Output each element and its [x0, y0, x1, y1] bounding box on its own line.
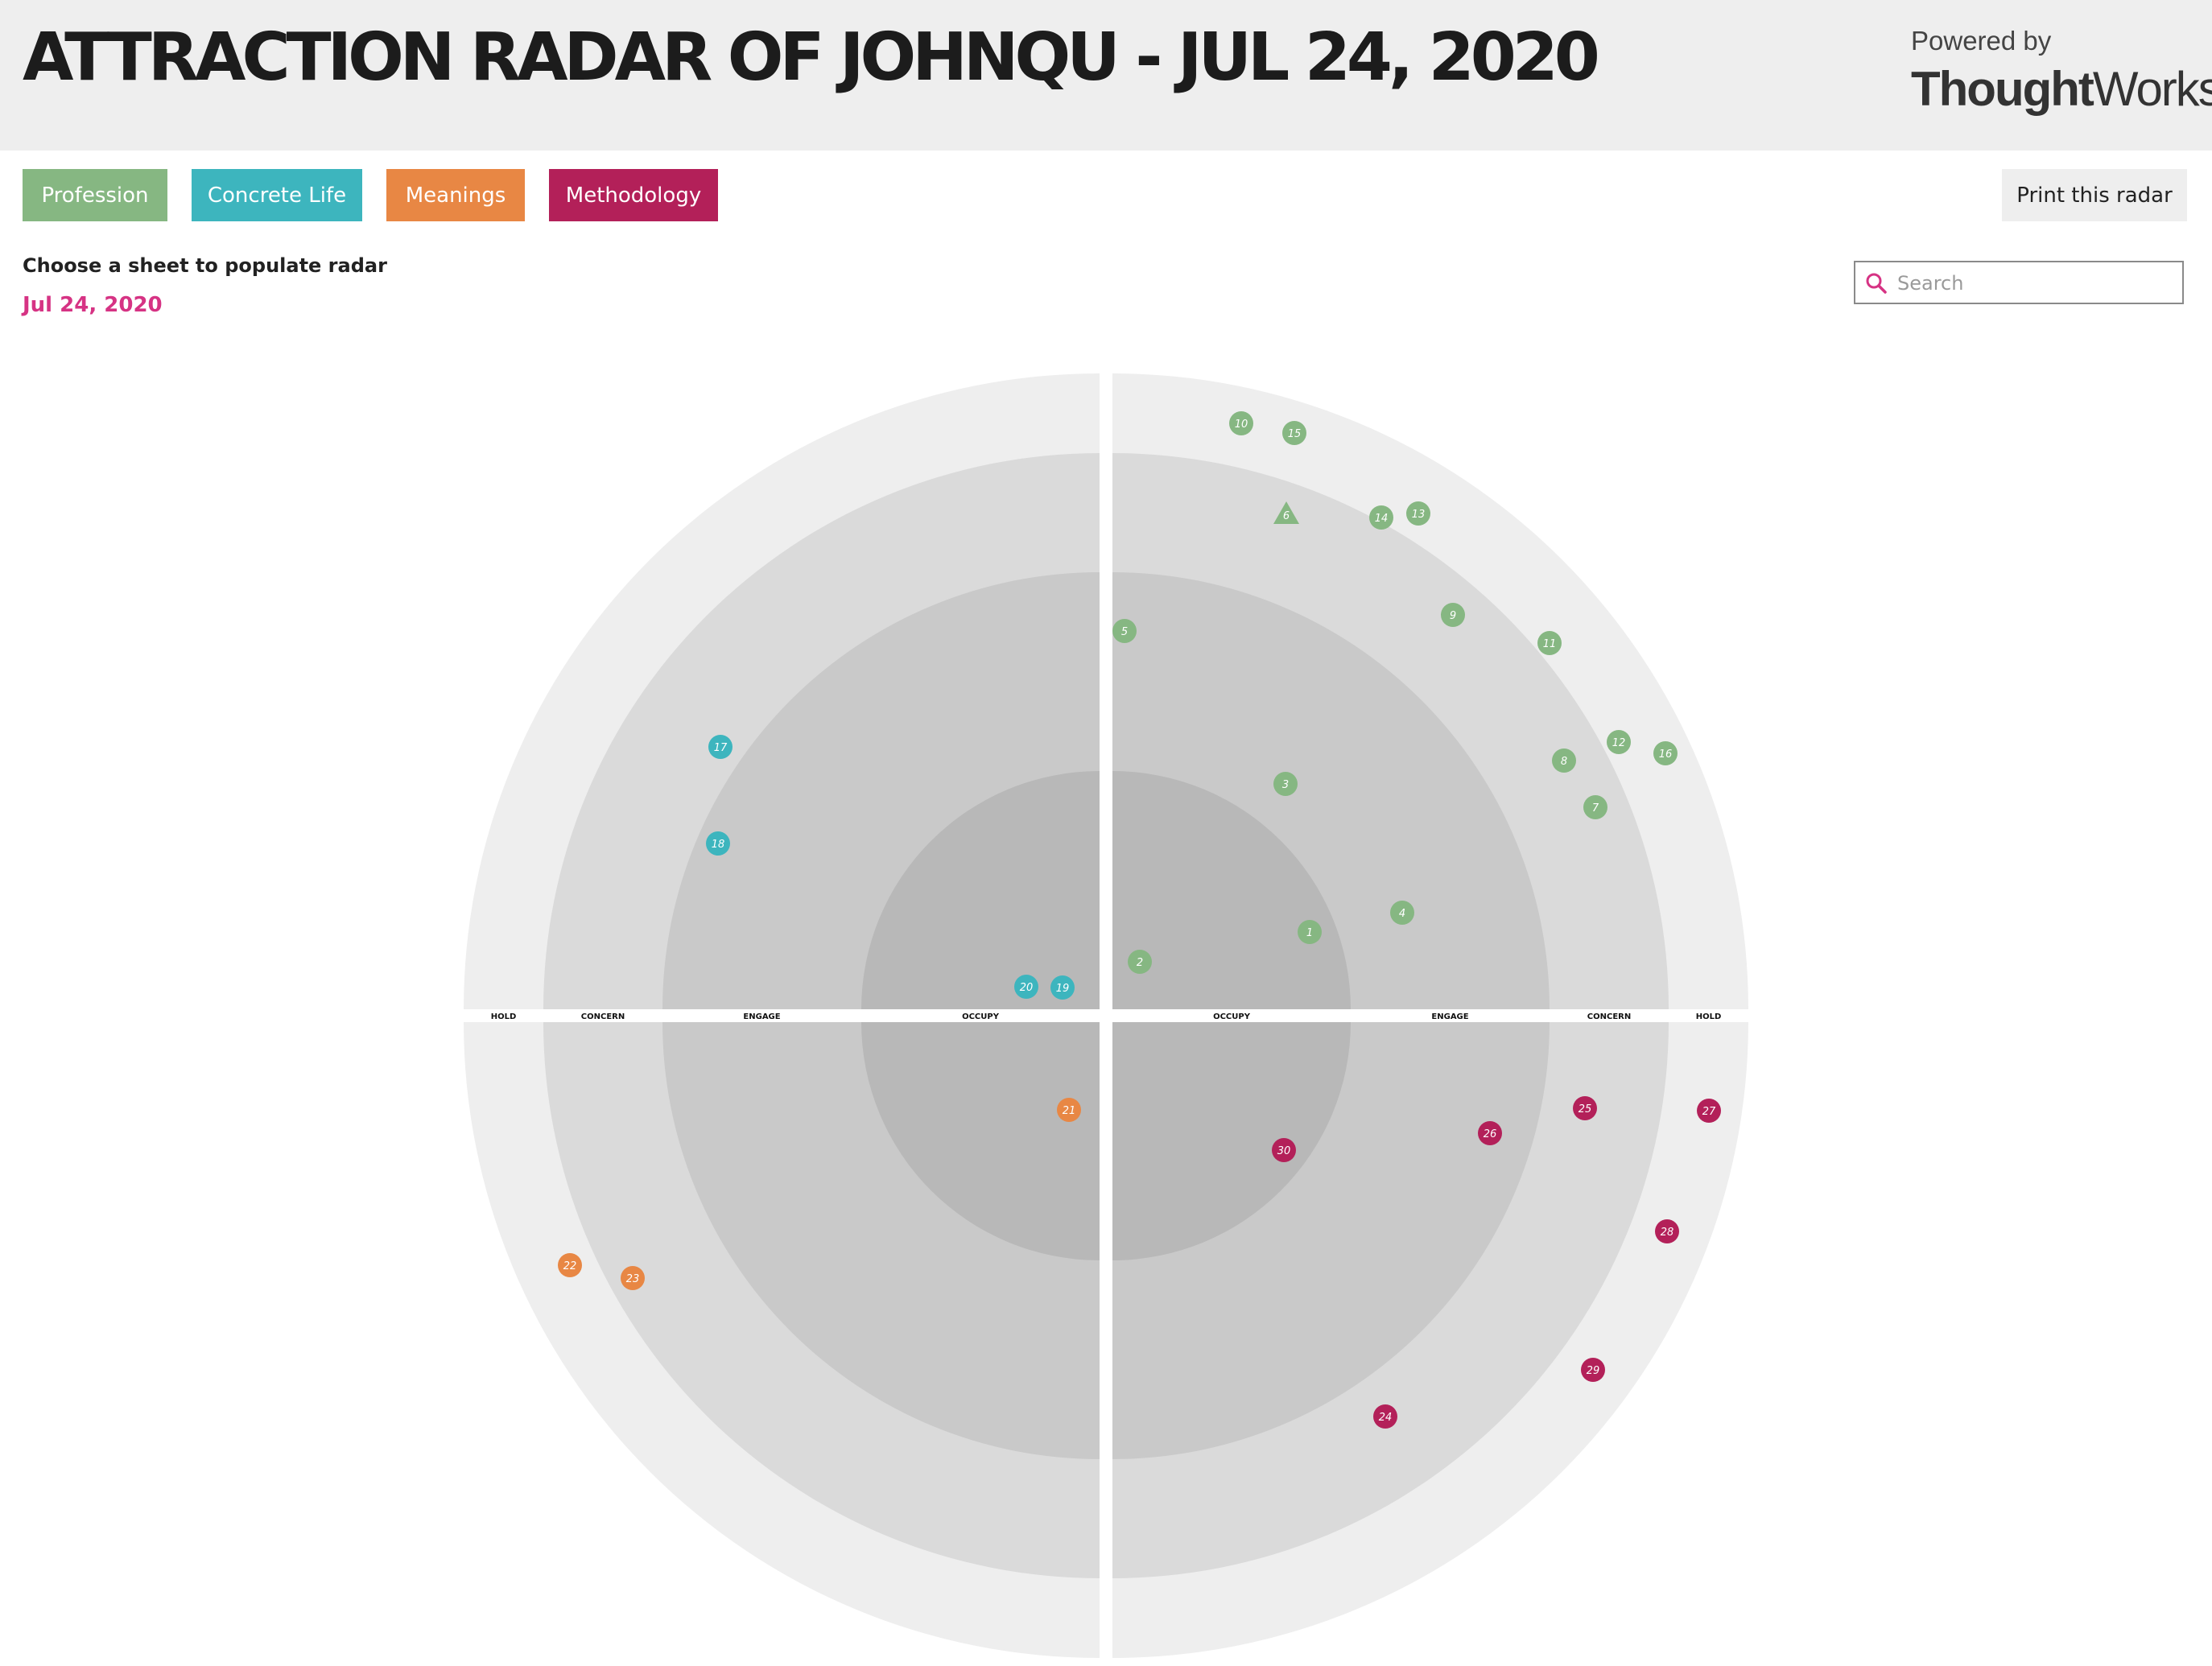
blip-27-number: 27: [1702, 1106, 1716, 1118]
blip-5-number: 5: [1121, 626, 1128, 638]
blip-14[interactable]: 14: [1369, 505, 1393, 530]
blip-26[interactable]: 26: [1478, 1121, 1502, 1145]
blip-12-number: 12: [1612, 737, 1626, 749]
blip-3[interactable]: 3: [1273, 772, 1298, 796]
sheet-date-link[interactable]: Jul 24, 2020: [23, 293, 163, 317]
blip-22-number: 22: [563, 1260, 577, 1272]
blip-8[interactable]: 8: [1552, 748, 1576, 773]
blip-1-number: 1: [1306, 927, 1313, 939]
blip-9[interactable]: 9: [1441, 603, 1465, 627]
blip-4-number: 4: [1399, 908, 1405, 920]
page-title: ATTRACTION RADAR OF JOHNQU - JUL 24, 202…: [23, 19, 1600, 96]
blip-20[interactable]: 20: [1014, 975, 1038, 999]
ring-label-engage-right: ENGAGE: [1431, 1012, 1468, 1021]
blip-26-number: 26: [1484, 1128, 1497, 1140]
blip-12[interactable]: 12: [1607, 730, 1631, 754]
blip-19-number: 19: [1056, 983, 1070, 995]
quadrant-button-profession[interactable]: Profession: [23, 169, 167, 221]
blip-22[interactable]: 22: [558, 1253, 582, 1277]
blip-2[interactable]: 2: [1128, 950, 1152, 974]
blip-24[interactable]: 24: [1373, 1404, 1397, 1429]
blip-28-number: 28: [1661, 1227, 1674, 1239]
blip-11[interactable]: 11: [1537, 631, 1562, 655]
blip-29-number: 29: [1587, 1365, 1600, 1377]
ring-label-engage-left: ENGAGE: [743, 1012, 780, 1021]
blip-13-number: 13: [1412, 509, 1426, 521]
print-radar-button[interactable]: Print this radar: [2002, 169, 2187, 221]
blip-20-number: 20: [1020, 982, 1034, 994]
blip-7[interactable]: 7: [1583, 795, 1607, 819]
blip-13[interactable]: 13: [1406, 501, 1430, 526]
blip-17-number: 17: [714, 742, 728, 754]
blip-14-number: 14: [1375, 513, 1389, 525]
ring-occupy-top-right: [1112, 771, 1351, 1009]
ring-label-hold-right: HOLD: [1696, 1012, 1722, 1021]
blip-15[interactable]: 15: [1282, 421, 1306, 445]
blip-18[interactable]: 18: [706, 831, 730, 856]
blip-11-number: 11: [1543, 638, 1557, 650]
blip-15-number: 15: [1288, 428, 1302, 440]
ring-occupy-bottom-right: [1112, 1022, 1351, 1260]
search-input[interactable]: [1896, 267, 2173, 299]
blip-23[interactable]: 23: [621, 1266, 645, 1290]
blip-19[interactable]: 19: [1050, 975, 1075, 1000]
blip-27[interactable]: 27: [1697, 1099, 1721, 1123]
blip-24-number: 24: [1379, 1412, 1393, 1424]
blip-16-number: 16: [1659, 748, 1673, 761]
blip-25-number: 25: [1579, 1103, 1592, 1115]
blip-3-number: 3: [1282, 779, 1289, 791]
blip-30-number: 30: [1277, 1145, 1291, 1157]
blip-28[interactable]: 28: [1655, 1219, 1679, 1243]
quadrant-button-methodology[interactable]: Methodology: [549, 169, 718, 221]
ring-label-occupy-right: OCCUPY: [1213, 1012, 1251, 1021]
blip-9-number: 9: [1450, 610, 1456, 622]
blip-8-number: 8: [1561, 756, 1567, 768]
search-box[interactable]: [1854, 261, 2184, 304]
blip-1[interactable]: 1: [1298, 920, 1322, 944]
choose-sheet-label: Choose a sheet to populate radar: [23, 254, 387, 277]
brand-logo-regular: Works: [2092, 62, 2212, 116]
blip-23-number: 23: [626, 1273, 640, 1285]
blip-25[interactable]: 25: [1573, 1096, 1597, 1120]
blip-30[interactable]: 30: [1272, 1138, 1296, 1162]
blip-10-number: 10: [1235, 419, 1248, 431]
ring-occupy-top-left: [861, 771, 1100, 1009]
blip-16[interactable]: 16: [1653, 741, 1678, 765]
search-icon: [1866, 273, 1887, 294]
brand-logo[interactable]: ThoughtWorks®: [1911, 61, 2212, 117]
ring-occupy-bottom-left: [861, 1022, 1100, 1260]
powered-by-label: Powered by: [1911, 26, 2052, 56]
ring-label-occupy-left: OCCUPY: [962, 1012, 1000, 1021]
blip-17[interactable]: 17: [708, 735, 733, 759]
blip-21[interactable]: 21: [1057, 1098, 1081, 1122]
blip-6[interactable]: 6: [1273, 501, 1299, 524]
ring-label-concern-left: CONCERN: [581, 1012, 625, 1021]
quadrant-button-meanings[interactable]: Meanings: [386, 169, 525, 221]
brand-logo-bold: Thought: [1911, 62, 2094, 116]
ring-label-hold-left: HOLD: [491, 1012, 517, 1021]
blip-29[interactable]: 29: [1581, 1358, 1605, 1382]
header-bar: ATTRACTION RADAR OF JOHNQU - JUL 24, 202…: [0, 0, 2212, 151]
blip-18-number: 18: [712, 839, 725, 851]
blip-6-number: 6: [1283, 510, 1290, 522]
blip-5[interactable]: 5: [1112, 619, 1137, 643]
ring-label-concern-right: CONCERN: [1587, 1012, 1631, 1021]
blip-10[interactable]: 10: [1229, 411, 1253, 435]
blip-7-number: 7: [1592, 802, 1599, 814]
quadrant-button-concrete-life[interactable]: Concrete Life: [192, 169, 362, 221]
blip-2-number: 2: [1137, 957, 1143, 969]
blip-21-number: 21: [1063, 1105, 1076, 1117]
blip-4[interactable]: 4: [1390, 901, 1414, 925]
